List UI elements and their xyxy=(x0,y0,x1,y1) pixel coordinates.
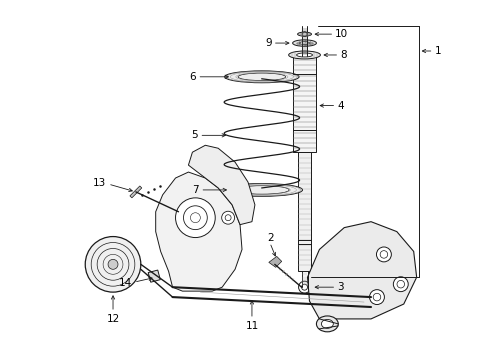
Text: 3: 3 xyxy=(337,282,343,292)
Ellipse shape xyxy=(224,71,299,83)
Circle shape xyxy=(298,281,310,293)
Text: 11: 11 xyxy=(245,321,258,331)
Circle shape xyxy=(85,237,141,292)
Polygon shape xyxy=(188,145,254,225)
Ellipse shape xyxy=(321,319,333,328)
Ellipse shape xyxy=(288,51,320,59)
Bar xyxy=(148,270,160,282)
Circle shape xyxy=(175,198,215,238)
Text: 8: 8 xyxy=(340,50,346,60)
Circle shape xyxy=(221,211,234,224)
Ellipse shape xyxy=(292,40,316,46)
Ellipse shape xyxy=(299,42,309,44)
Ellipse shape xyxy=(296,53,312,57)
Text: 5: 5 xyxy=(190,130,197,140)
Text: 14: 14 xyxy=(119,278,132,288)
Circle shape xyxy=(108,260,118,269)
Text: 1: 1 xyxy=(434,46,440,56)
Text: 9: 9 xyxy=(264,38,271,48)
Text: 2: 2 xyxy=(267,233,274,243)
Circle shape xyxy=(392,277,407,292)
Text: 4: 4 xyxy=(337,100,343,111)
Polygon shape xyxy=(155,172,242,291)
Polygon shape xyxy=(268,256,281,267)
Polygon shape xyxy=(130,186,142,198)
Circle shape xyxy=(376,247,390,262)
Ellipse shape xyxy=(221,184,302,196)
Text: 12: 12 xyxy=(106,314,120,324)
Ellipse shape xyxy=(297,32,311,36)
Text: 10: 10 xyxy=(335,29,348,39)
Text: 7: 7 xyxy=(191,185,198,195)
Polygon shape xyxy=(297,152,311,271)
Text: 13: 13 xyxy=(93,178,106,188)
Ellipse shape xyxy=(316,316,338,332)
Circle shape xyxy=(369,290,384,305)
Polygon shape xyxy=(292,56,316,152)
Text: 6: 6 xyxy=(188,72,195,82)
Polygon shape xyxy=(307,222,416,319)
